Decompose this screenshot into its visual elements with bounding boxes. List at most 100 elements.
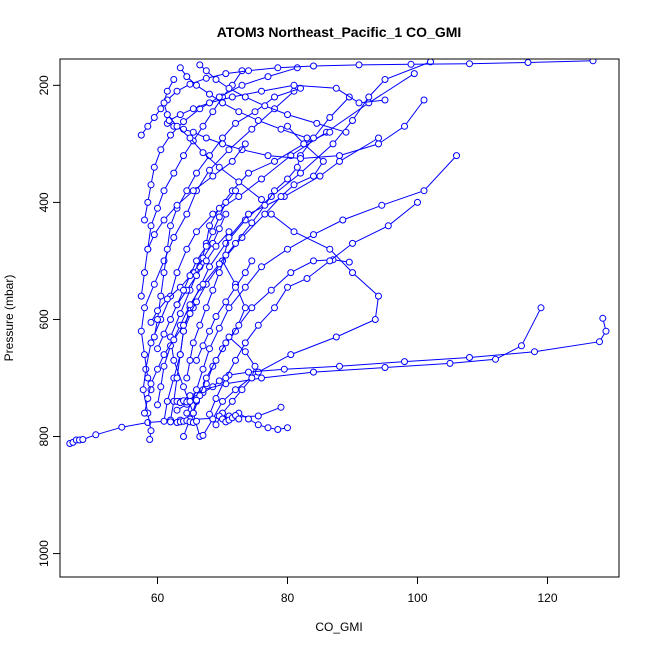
data-point <box>241 339 249 347</box>
data-point <box>173 122 181 130</box>
data-point <box>154 401 161 409</box>
data-point <box>167 131 174 139</box>
data-point <box>186 272 194 280</box>
data-point <box>167 316 174 323</box>
data-point <box>154 307 161 315</box>
data-point <box>212 313 220 320</box>
data-point <box>196 61 204 69</box>
data-point <box>144 122 152 130</box>
data-point <box>254 412 262 420</box>
data-point <box>277 125 285 133</box>
data-point <box>160 351 168 359</box>
data-point <box>245 415 252 423</box>
data-point <box>180 125 187 133</box>
data-point <box>193 417 200 425</box>
data-point <box>342 128 350 136</box>
data-point <box>241 216 249 224</box>
data-point <box>180 321 187 329</box>
data-point <box>254 421 262 429</box>
data-point <box>154 316 161 323</box>
data-point <box>248 304 256 312</box>
data-point <box>160 269 168 277</box>
data-point <box>183 245 191 253</box>
data-point <box>180 433 187 440</box>
data-point <box>186 310 194 318</box>
data-point <box>202 134 210 142</box>
data-point <box>170 234 178 241</box>
data-point <box>537 304 545 312</box>
series-line <box>170 125 324 421</box>
data-point <box>193 396 200 404</box>
data-point <box>303 134 311 142</box>
data-point <box>219 140 226 148</box>
data-point <box>209 228 217 236</box>
data-point <box>173 269 181 277</box>
data-point <box>427 59 434 66</box>
series-22 <box>176 64 311 142</box>
data-point <box>332 333 340 341</box>
data-point <box>420 187 428 195</box>
data-point <box>199 342 207 350</box>
data-point <box>144 374 152 382</box>
data-point <box>524 59 532 66</box>
data-point <box>241 140 249 148</box>
data-point <box>183 187 191 195</box>
data-point <box>274 64 282 72</box>
x-tick-label: 120 <box>537 591 557 605</box>
data-point <box>193 257 200 265</box>
data-point <box>154 204 161 212</box>
data-point <box>310 62 317 70</box>
data-point <box>326 257 334 265</box>
series-35 <box>215 412 243 426</box>
data-point <box>147 181 155 189</box>
data-point <box>284 245 291 253</box>
data-point <box>199 149 207 157</box>
data-point <box>235 415 243 423</box>
data-point <box>167 222 174 230</box>
data-point <box>384 222 392 230</box>
series-10 <box>189 256 353 417</box>
data-point <box>170 336 178 344</box>
data-point <box>241 93 249 101</box>
y-tick-label: 800 <box>37 426 51 446</box>
data-point <box>193 169 200 177</box>
data-point <box>202 74 210 82</box>
data-point <box>180 286 187 294</box>
data-point <box>446 359 454 367</box>
data-point <box>189 339 197 347</box>
series-line <box>140 70 243 297</box>
data-point <box>222 298 230 306</box>
data-point <box>215 377 223 385</box>
data-point <box>241 269 249 277</box>
data-point <box>157 146 165 154</box>
data-point <box>193 272 200 280</box>
data-point <box>193 386 200 394</box>
data-point <box>332 84 340 92</box>
data-point <box>414 198 421 206</box>
data-point <box>531 348 538 356</box>
data-point <box>375 140 382 148</box>
data-point <box>284 283 291 291</box>
data-point <box>147 427 155 435</box>
data-point <box>137 131 145 139</box>
data-point <box>196 392 204 400</box>
series-29 <box>183 251 230 382</box>
data-point <box>225 84 233 92</box>
data-point <box>258 374 265 382</box>
data-point <box>202 304 210 312</box>
data-point <box>173 301 181 309</box>
data-point <box>345 258 353 266</box>
data-point <box>212 76 220 83</box>
data-point <box>492 355 499 363</box>
data-point <box>186 392 194 400</box>
data-point <box>264 73 272 81</box>
data-point <box>232 356 239 364</box>
data-point <box>147 222 155 230</box>
data-point <box>176 64 184 72</box>
series-30 <box>193 257 256 364</box>
data-point <box>212 395 220 402</box>
data-point <box>326 128 334 136</box>
data-point <box>466 354 473 361</box>
data-point <box>222 70 230 78</box>
data-point <box>466 60 473 68</box>
